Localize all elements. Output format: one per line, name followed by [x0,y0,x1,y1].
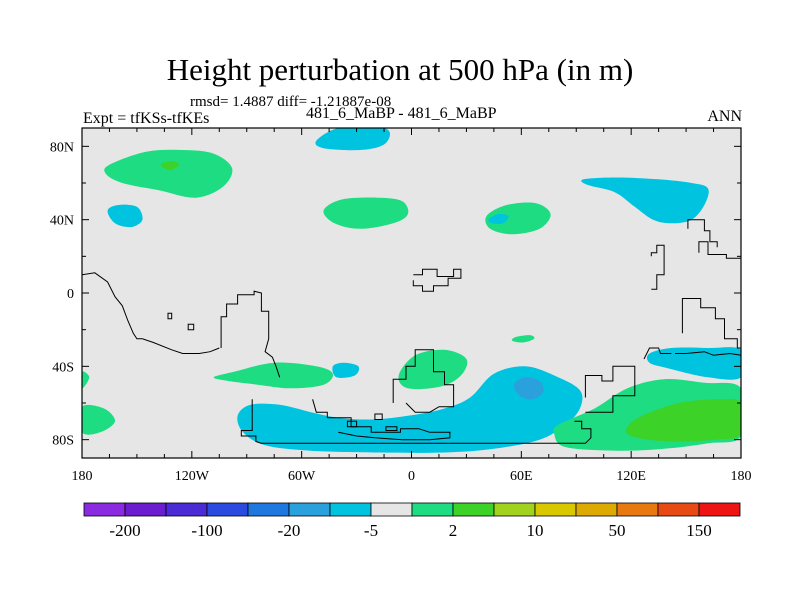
colorbar-swatch [206,502,249,517]
coastline [82,272,220,354]
y-tick-label: 80N [50,140,74,155]
experiment-label: Expt = tfKSs-tfKEs [83,110,210,127]
y-tick-label: 40S [52,360,74,375]
y-tick-label: 40N [50,214,74,229]
contour-region [511,335,535,343]
colorbar-swatch [288,502,331,517]
coastline [650,244,665,290]
colorbar-swatch [616,502,659,517]
coastline [240,399,592,444]
colorbar-swatch [165,502,208,517]
colorbar-label: -5 [364,521,378,540]
contour-region [581,177,709,224]
colorbar-swatch [657,502,700,517]
colorbar-swatch [575,502,618,517]
colorbar-swatch [83,502,126,517]
colorbar-label: 150 [686,521,712,540]
y-tick-label: 0 [67,287,74,302]
island-outline [385,426,398,431]
chart-subtitle: rmsd= 1.4887 diff= -1.21887e-08 [190,94,392,110]
colorbar-swatch [124,502,167,517]
x-tick-label: 180 [731,469,752,484]
island-outline [187,323,195,331]
contour-region [237,366,583,453]
contour-region [332,362,360,378]
colorbar-swatch [698,502,741,517]
contour-region [104,149,233,198]
y-axis: 80N 40N 0 40S 80S [50,140,741,449]
x-tick-label: 60W [288,469,316,484]
colorbar-swatch [534,502,577,517]
colorbar-label: -20 [278,521,301,540]
colorbar-label: 10 [527,521,544,540]
colorbar-label: 2 [449,521,458,540]
contour-region [323,197,409,229]
contour-region [82,371,90,389]
colorbar-label: -100 [191,521,222,540]
coastline [681,298,741,349]
coastline [392,349,455,413]
contour-region [107,204,143,228]
coastlines [82,219,741,444]
contour-region [160,161,180,171]
case-label: 481_6_MaBP - 481_6_MaBP [306,105,497,122]
x-tick-label: 60E [510,469,533,484]
colorbar-swatch [329,502,372,517]
contour-region [626,398,741,442]
x-axis: 180 120W 60W 0 60E 120E 180 [72,128,752,484]
contour-region [315,128,391,151]
island-outline [167,312,173,320]
x-tick-label: 120W [175,469,210,484]
island-outline [374,413,383,420]
colorbar-label: -200 [109,521,140,540]
colorbar-swatch [247,502,290,517]
colorbar-swatch [411,502,454,517]
island-outline [346,420,358,428]
colorbar-swatch [493,502,536,517]
x-tick-label: 120E [616,469,646,484]
colorbar-swatch [370,502,413,517]
coastline [312,399,328,418]
coastline [643,347,672,360]
coastline [675,351,741,356]
chart-title: Height perturbation at 500 hPa (in m) [166,52,634,87]
coastline [327,417,451,441]
y-tick-label: 80S [52,434,74,449]
x-tick-label: 0 [408,469,415,484]
coastline [412,268,462,292]
season-label: ANN [707,108,742,125]
x-tick-label: 180 [72,469,93,484]
contour-region [513,377,544,400]
contour-regions [82,128,741,453]
contour-region [488,214,509,225]
contour-region [82,404,116,435]
contour-region [485,202,551,235]
colorbar: -200 -100 -20 -5 2 10 50 150 [83,502,741,540]
coastline [687,219,718,248]
contour-region [213,362,334,389]
coastline [220,290,281,378]
coastline [584,365,636,413]
colorbar-label: 50 [609,521,626,540]
colorbar-swatch [452,502,495,517]
coastline [698,241,741,259]
